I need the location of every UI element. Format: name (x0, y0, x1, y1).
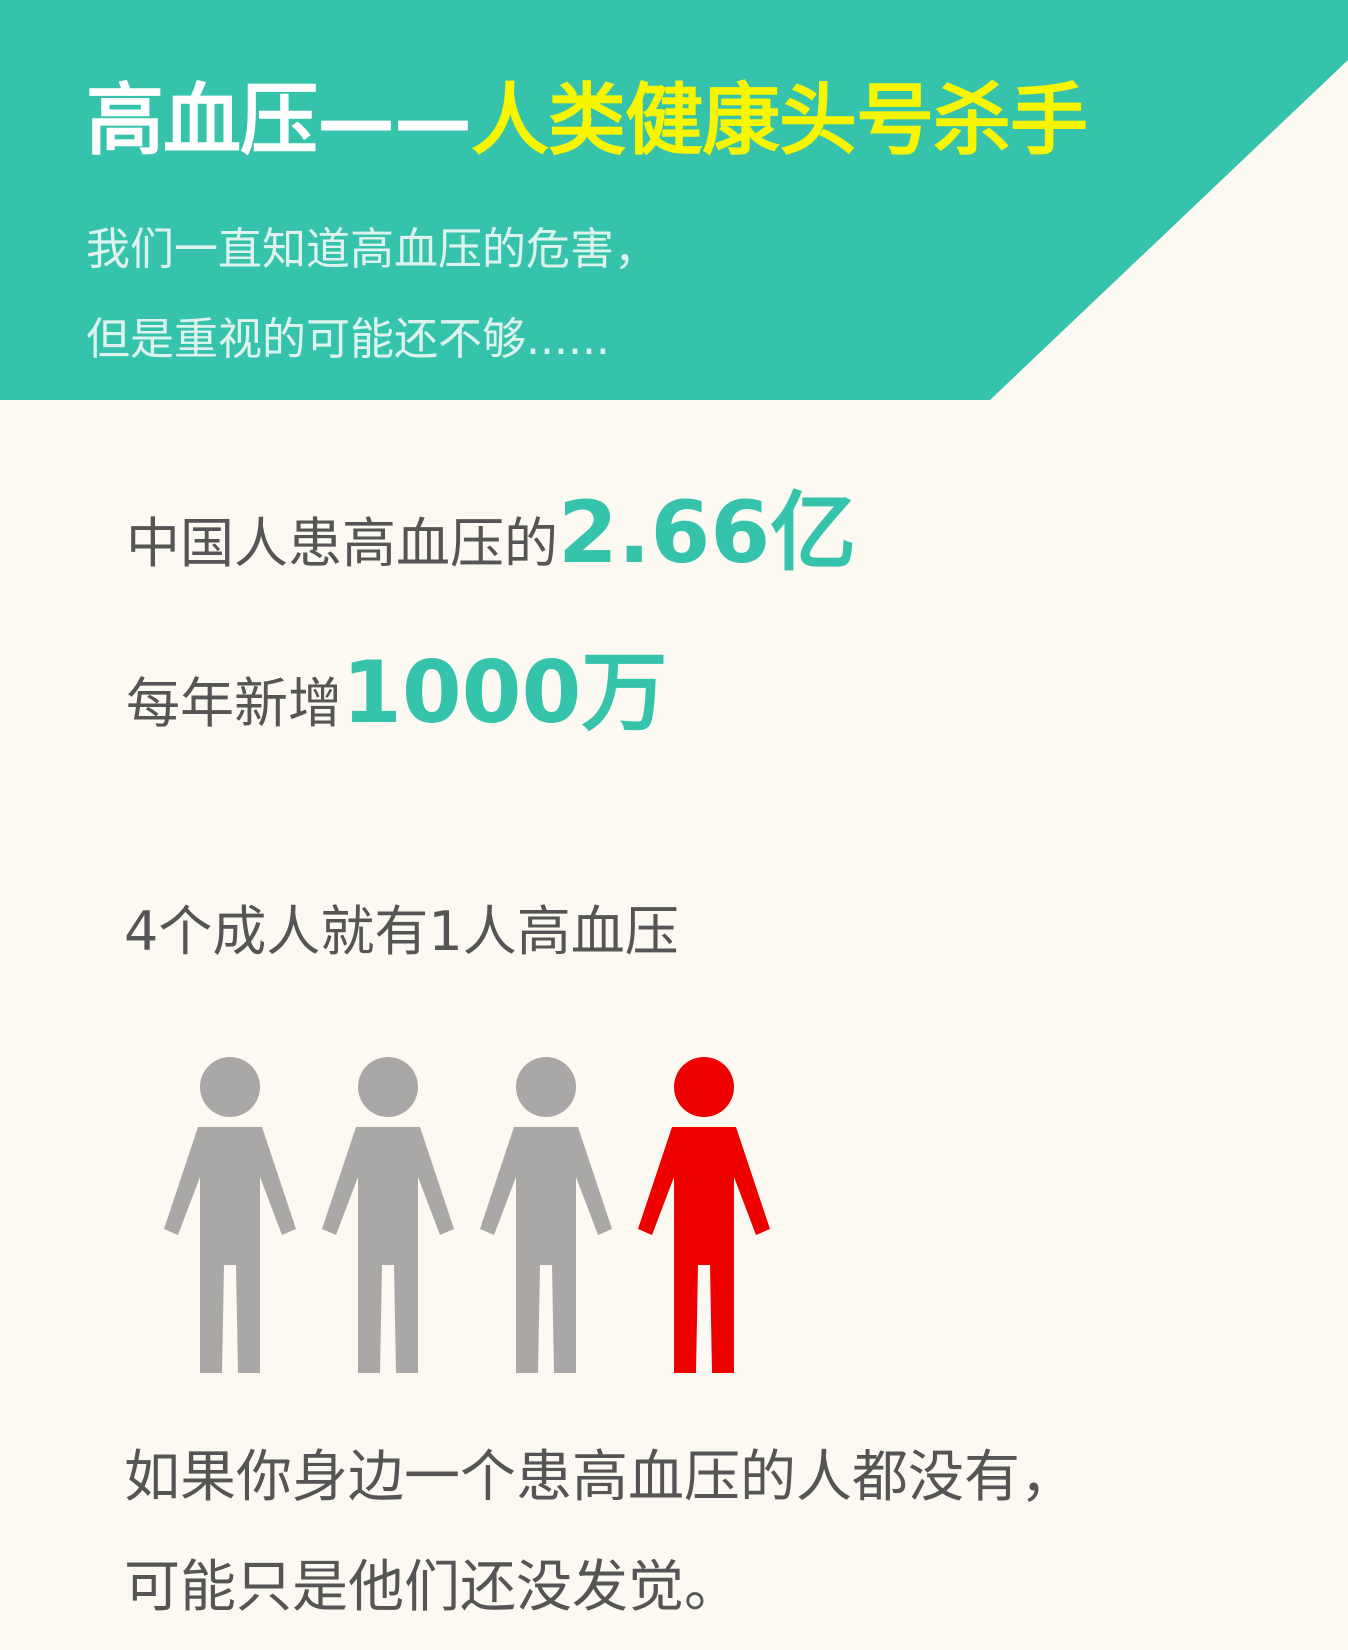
footer-line-1: 如果你身边一个患高血压的人都没有， (124, 1445, 1076, 1510)
footer-line-2: 可能只是他们还没发觉。 (124, 1555, 740, 1620)
stat-label: 中国人患高血压的 (126, 512, 558, 575)
person-icon (476, 1055, 616, 1375)
stat-value: 2.66亿 (558, 483, 857, 583)
stat-total-patients: 中国人患高血压的2.66亿 (126, 490, 856, 576)
title-main: 高血压—— (86, 76, 472, 166)
person-icon (634, 1055, 774, 1375)
subtitle-line-2: 但是重视的可能还不够...... (86, 314, 610, 365)
header-banner: 高血压——人类健康头号杀手 我们一直知道高血压的危害， 但是重视的可能还不够..… (0, 0, 1348, 400)
people-pictogram (160, 1055, 800, 1375)
subtitle-line-1: 我们一直知道高血压的危害， (86, 224, 658, 275)
stat-annual-increase: 每年新增1000万 (126, 650, 667, 736)
person-icon (318, 1055, 458, 1375)
person-icon (160, 1055, 300, 1375)
stat-label: 每年新增 (126, 672, 342, 735)
page-title: 高血压——人类健康头号杀手 (86, 82, 1088, 160)
ratio-text: 4个成人就有1人高血压 (124, 900, 679, 963)
stat-value: 1000万 (342, 643, 668, 743)
title-highlight: 人类健康头号杀手 (471, 76, 1088, 166)
banner-shape (0, 0, 1348, 400)
